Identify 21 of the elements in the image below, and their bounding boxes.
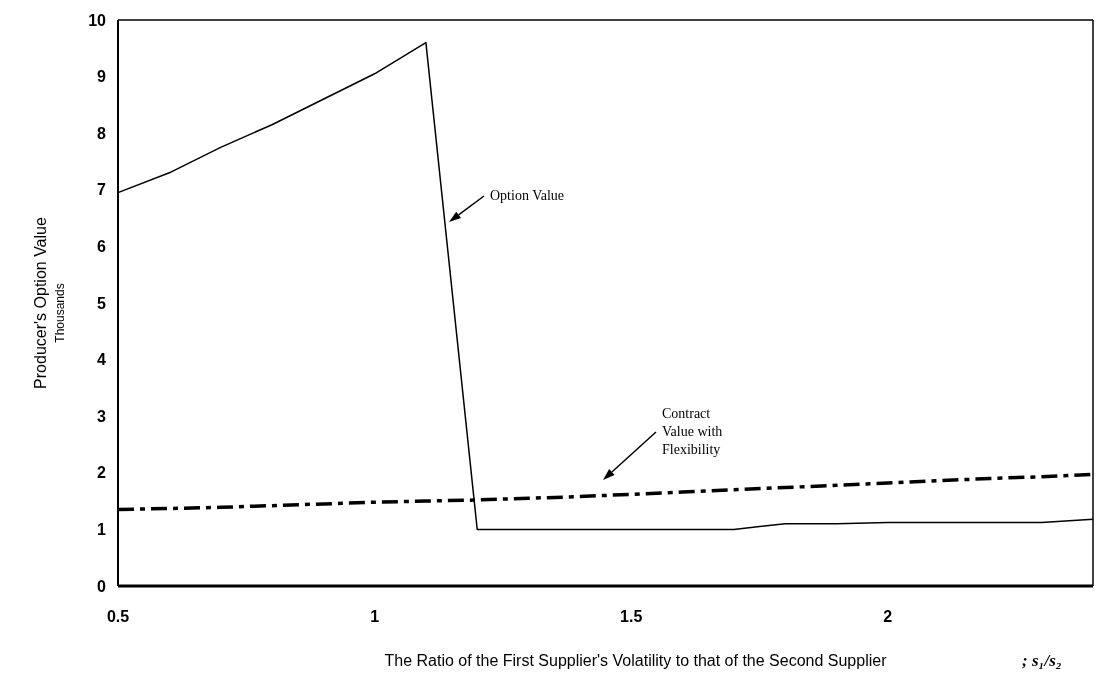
x-axis-title: The Ratio of the First Supplier's Volatility to that of the Second Supplier — [384, 652, 888, 669]
text: Thousands — [53, 283, 67, 343]
y-tick-label: 0 — [97, 577, 107, 595]
y-tick-label: 6 — [97, 238, 107, 255]
y-tick-label: 1 — [97, 521, 107, 538]
text: ; s₁/s₂ — [1022, 651, 1062, 670]
x-tick-label: 2 — [883, 608, 893, 625]
annotation: Contract Value with Flexibility — [662, 406, 723, 457]
y-tick-label: 8 — [97, 124, 107, 142]
x-tick-label: 1.5 — [620, 608, 643, 625]
x-tick-label: 0.5 — [106, 608, 130, 625]
y-tick-label: 5 — [97, 294, 107, 312]
x-tick-label: 1 — [370, 608, 380, 625]
annotation: Option Value — [490, 188, 565, 203]
y-tick-label: 9 — [97, 68, 107, 86]
y-tick-label: 7 — [97, 181, 107, 199]
y-tick-label: 10 — [88, 11, 107, 29]
y-axis-title: Producer's Option Value — [32, 217, 49, 389]
y-tick-label: 4 — [97, 351, 107, 369]
y-tick-label: 3 — [97, 407, 107, 425]
y-tick-label: 2 — [97, 464, 107, 482]
